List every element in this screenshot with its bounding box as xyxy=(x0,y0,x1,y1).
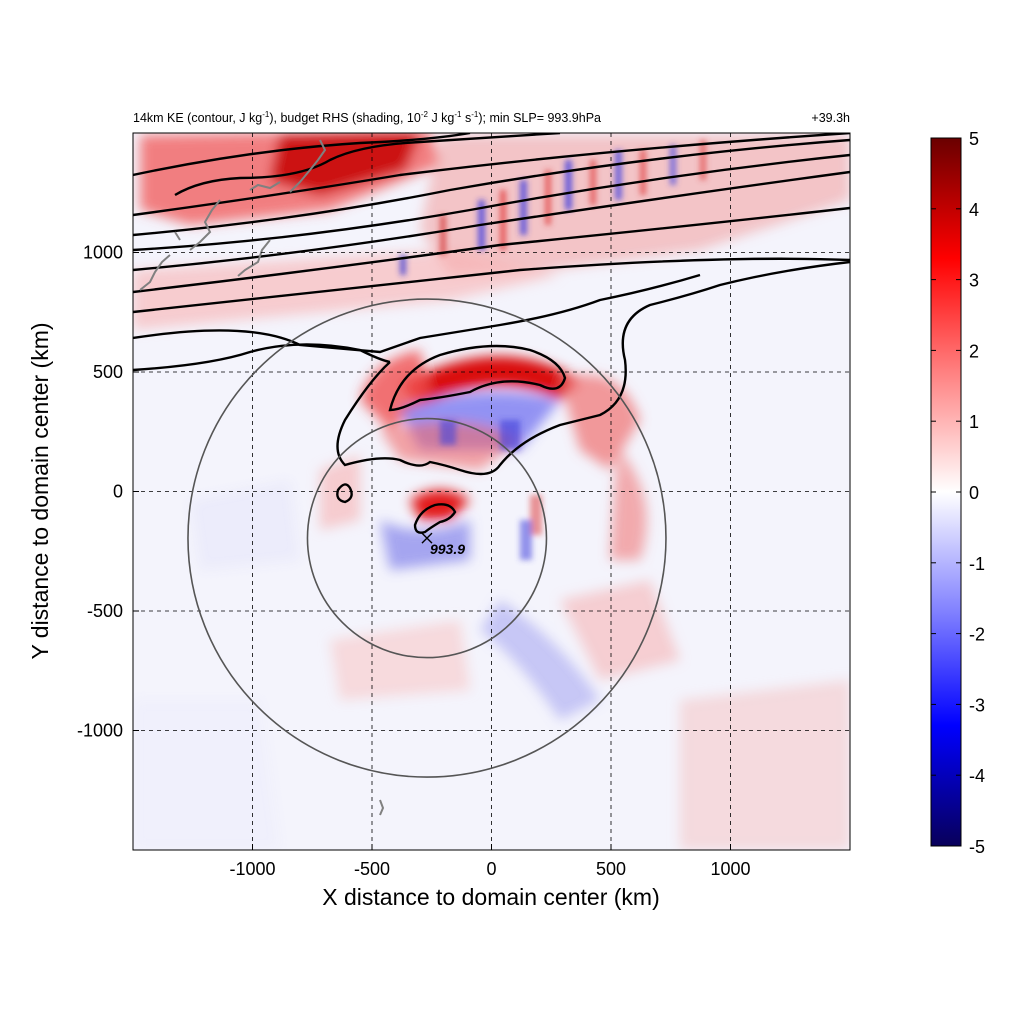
distance-rings xyxy=(187,298,667,778)
x-axis-label: X distance to domain center (km) xyxy=(322,884,659,910)
center-x-mark xyxy=(421,532,433,544)
plot-area: 993.9 xyxy=(133,133,850,850)
distance-ring xyxy=(306,417,548,659)
x-tick-label: 500 xyxy=(596,859,626,879)
coastline xyxy=(139,139,385,816)
y-tick-label: 500 xyxy=(93,362,123,382)
colorbar-tick-label: 1 xyxy=(969,412,979,432)
colorbar-tick-label: 5 xyxy=(969,129,979,149)
storm-center-marker: 993.9 xyxy=(421,532,465,557)
x-tick-label: 1000 xyxy=(710,859,750,879)
colorbar-tick-label: 0 xyxy=(969,483,979,503)
chart-title: 14km KE (contour, J kg-1), budget RHS (s… xyxy=(133,110,601,125)
colorbar-tick-label: 4 xyxy=(969,200,979,220)
colorbar-tick-label: -1 xyxy=(969,554,985,574)
ke-contours xyxy=(133,133,850,534)
colorbar-tick-label: -5 xyxy=(969,837,985,857)
x-tick-label: -500 xyxy=(354,859,390,879)
colorbar-tick-label: -3 xyxy=(969,695,985,715)
y-tick-label: 0 xyxy=(113,482,123,502)
colorbar-tick-label: 3 xyxy=(969,271,979,291)
colorbar-tick-label: -4 xyxy=(969,766,985,786)
x-tick-label: 0 xyxy=(486,859,496,879)
y-axis-label: Y distance to domain center (km) xyxy=(27,322,53,659)
distance-ring xyxy=(187,298,667,778)
colorbar-tick-label: 2 xyxy=(969,341,979,361)
shading-field xyxy=(133,133,850,850)
y-tick-label: 1000 xyxy=(83,243,123,263)
y-tick-label: -1000 xyxy=(77,721,123,741)
y-tick-label: -500 xyxy=(87,601,123,621)
colorbar-tick-label: -2 xyxy=(969,625,985,645)
center-pressure-label: 993.9 xyxy=(430,541,465,557)
x-tick-label: -1000 xyxy=(229,859,275,879)
x-axis: -1000 -500 0 500 1000 xyxy=(229,844,751,879)
y-axis: -1000 -500 0 500 1000 xyxy=(77,243,139,741)
chart-time-label: +39.3h xyxy=(811,111,850,125)
colorbar: 5 4 3 2 1 0 -1 -2 -3 -4 -5 xyxy=(930,129,985,857)
colorbar-ticks: 5 4 3 2 1 0 -1 -2 -3 -4 -5 xyxy=(931,129,985,857)
